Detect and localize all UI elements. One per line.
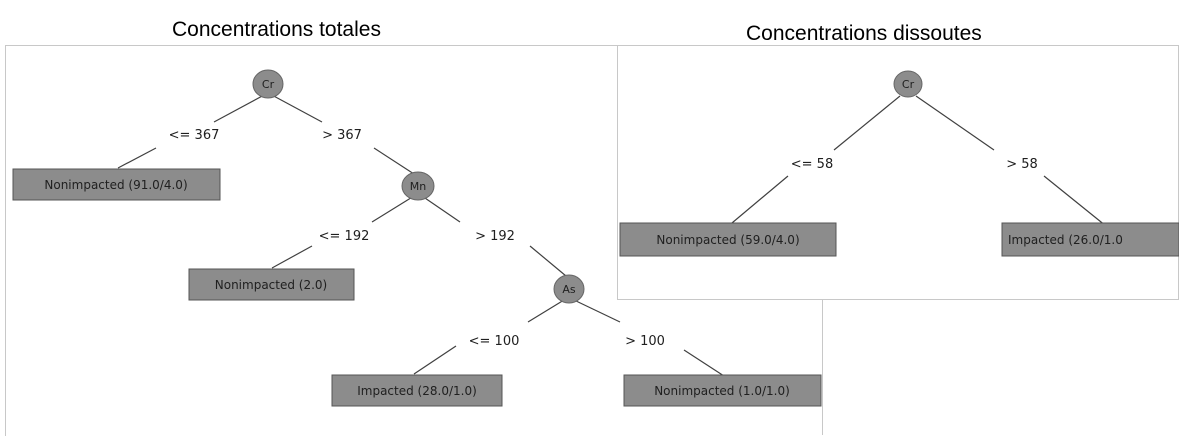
right-leaf-2-label: Impacted (26.0/1.0: [1008, 233, 1123, 247]
right-leaf-1-label: Nonimpacted (59.0/4.0): [656, 233, 799, 247]
edge-node2-left-lower: [271, 245, 313, 269]
title-right: Concentrations dissoutes: [746, 22, 982, 45]
right-tree: Cr <= 58 > 58 Nonimpacted (59.0/4.0) Imp…: [619, 70, 1179, 257]
edge-node3-right-lower: [683, 349, 725, 377]
left-leaf-1-label: Nonimpacted (91.0/4.0): [44, 178, 187, 192]
edge-root-left-lower: [117, 147, 157, 169]
left-leaf-2-label: Nonimpacted (2.0): [215, 278, 327, 292]
left-leaf-2: Nonimpacted (2.0): [188, 268, 355, 301]
left-leaf-4-label: Nonimpacted (1.0/1.0): [654, 384, 790, 398]
title-left: Concentrations totales: [172, 18, 381, 41]
edge-right-root-left-lower: [725, 175, 789, 229]
left-edge-label-root-left: <= 367: [169, 128, 220, 143]
left-node-mn: Mn: [401, 171, 435, 201]
left-edge-label-node2-left: <= 192: [319, 229, 370, 244]
edge-root-right-lower: [373, 147, 415, 175]
left-edge-label-node3-left: <= 100: [469, 334, 520, 349]
left-leaf-3: Impacted (28.0/1.0): [331, 374, 503, 407]
left-node-root: Cr: [252, 69, 284, 99]
edge-root-right: [269, 93, 323, 123]
left-edge-label-node2-right: > 192: [475, 229, 515, 244]
right-node-root-label: Cr: [902, 78, 915, 91]
left-node-as: As: [553, 274, 585, 304]
left-tree-lower-panel: [330, 298, 823, 435]
right-tree-edges: [725, 95, 1107, 229]
edge-node2-right: [421, 195, 461, 223]
edge-node3-left-lower: [413, 345, 457, 375]
edge-node2-left: [371, 195, 415, 223]
edge-node3-right: [573, 299, 621, 323]
right-leaf-2: Impacted (26.0/1.0: [1001, 222, 1179, 257]
left-node-mn-label: Mn: [410, 180, 426, 193]
left-tree: Cr Mn As <= 367 > 367 <= 192 > 192 <= 10…: [12, 69, 822, 407]
left-leaf-1: Nonimpacted (91.0/4.0): [12, 168, 221, 201]
edge-right-root-right-lower: [1043, 175, 1107, 227]
right-node-root: Cr: [893, 70, 923, 98]
edge-right-root-left: [833, 95, 901, 151]
edge-node2-right-lower: [529, 245, 567, 277]
left-leaf-4: Nonimpacted (1.0/1.0): [623, 374, 822, 407]
edge-node3-left: [527, 299, 565, 323]
left-node-as-label: As: [562, 283, 576, 296]
left-leaf-3-label: Impacted (28.0/1.0): [357, 384, 477, 398]
edge-root-left: [213, 93, 267, 123]
right-leaf-1: Nonimpacted (59.0/4.0): [619, 222, 837, 257]
left-node-root-label: Cr: [262, 78, 275, 91]
edge-right-root-right: [915, 95, 995, 151]
left-edge-label-root-right: > 367: [322, 128, 362, 143]
right-edge-label-root-left: <= 58: [791, 157, 833, 172]
right-edge-label-root-right: > 58: [1006, 157, 1038, 172]
left-edge-label-node3-right: > 100: [625, 334, 665, 349]
left-tree-edges: [117, 93, 725, 377]
